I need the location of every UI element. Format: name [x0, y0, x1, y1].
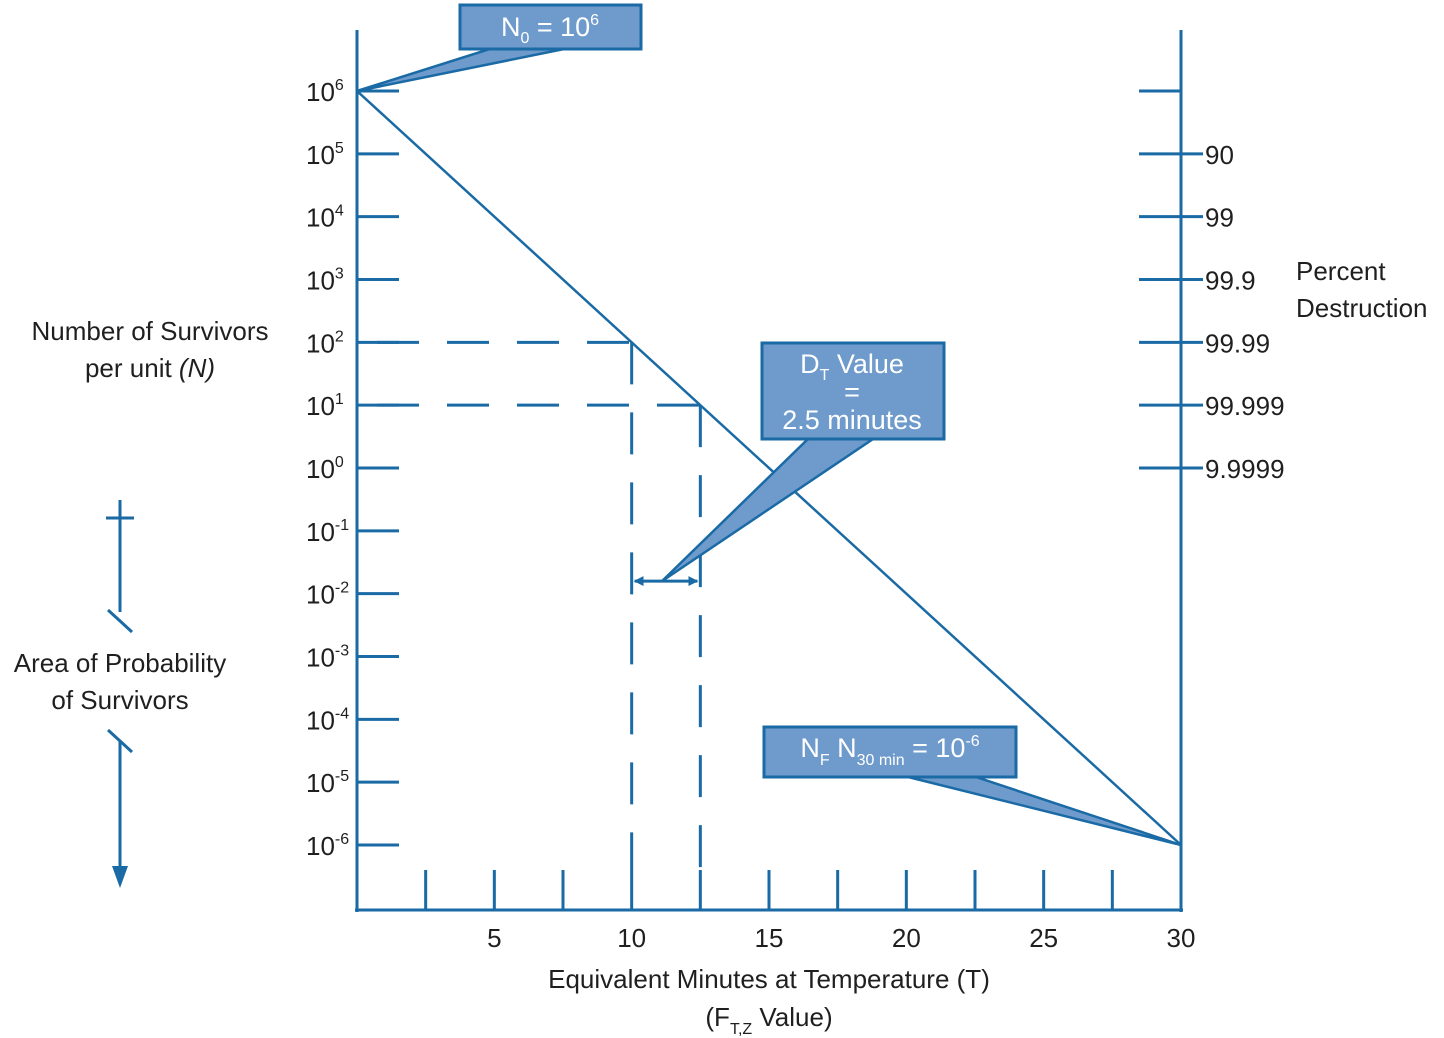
right-ticks: [1139, 89, 1203, 470]
callout-n0-pointer: [356, 45, 575, 93]
y-ticks: [357, 89, 399, 847]
y-tick-label: 106: [306, 77, 344, 107]
y-tick-base: 10: [306, 517, 335, 547]
y-tick-base: 10: [306, 77, 335, 107]
y-axis-label-line2: per unit: [85, 353, 179, 383]
y-tick-exponent: -1: [335, 517, 349, 534]
y-tick-exponent: 1: [335, 391, 344, 408]
area-arrow-head: [112, 866, 128, 888]
y-tick-exponent: -5: [335, 768, 349, 785]
callout-dt-line1: DT Value: [800, 349, 904, 384]
percent-destruction-label-line2: Destruction: [1296, 293, 1428, 323]
callout-n0-text: N0 = 106: [501, 12, 599, 47]
callout-dt-pointer: [661, 435, 881, 583]
y-tick-exponent: 6: [335, 77, 344, 94]
y-tick-label: 10-4: [306, 705, 349, 735]
y-tick-exponent: -2: [335, 580, 349, 597]
y-tick-exponent: -4: [335, 705, 349, 722]
y-tick-label: 10-6: [306, 831, 349, 861]
y-tick-base: 10: [306, 580, 335, 610]
y-tick-base: 10: [306, 140, 335, 170]
callout-n0: N0 = 106: [356, 3, 643, 93]
x-tick-label: 25: [1029, 923, 1058, 953]
y-tick-label: 10-1: [306, 517, 349, 547]
y-tick-labels: 10610510410310210110010-110-210-310-410-…: [306, 77, 349, 861]
axes: [355, 30, 1183, 912]
y-tick-base: 10: [306, 454, 335, 484]
right-tick-label: 9.9999: [1205, 454, 1285, 484]
y-tick-base: 10: [306, 266, 335, 296]
y-tick-base: 10: [306, 768, 335, 798]
right-tick-label: 99.999: [1205, 391, 1285, 421]
y-tick-label: 101: [306, 391, 344, 421]
y-axis-label-line1: Number of Survivors: [32, 316, 269, 346]
x-axis-label: Equivalent Minutes at Temperature (T): [548, 964, 990, 994]
area-label-line2: of Survivors: [51, 685, 188, 715]
y-axis-label-line2-group: per unit (N): [85, 353, 215, 383]
area-of-probability-arrow: [106, 500, 134, 888]
right-tick-label: 99: [1205, 203, 1234, 233]
y-axis-label-italic: (N): [179, 353, 215, 383]
right-tick-label: 99.99: [1205, 328, 1270, 358]
callout-dt-line3: 2.5 minutes: [782, 405, 922, 435]
y-tick-base: 10: [306, 705, 335, 735]
percent-destruction-label-line1: Percent: [1296, 256, 1386, 286]
y-tick-base: 10: [306, 203, 335, 233]
callout-nf-text: NF N30 min = 10-6: [800, 733, 979, 769]
y-tick-exponent: 2: [335, 328, 344, 345]
y-tick-base: 10: [306, 643, 335, 673]
y-tick-exponent: 5: [335, 140, 344, 157]
survivor-curve-line: [356, 90, 1182, 846]
y-tick-exponent: 4: [335, 203, 344, 220]
guide-lines: [357, 340, 702, 870]
x-tick-label: 20: [892, 923, 921, 953]
x-tick-label: 30: [1167, 923, 1196, 953]
right-tick-labels: 90 99 99.9 99.99 99.999 9.9999: [1205, 140, 1285, 484]
y-tick-label: 10-3: [306, 643, 349, 673]
right-tick-label: 90: [1205, 140, 1234, 170]
right-tick-label: 99.9: [1205, 266, 1256, 296]
callout-dt: DT Value = 2.5 minutes: [661, 341, 946, 583]
y-tick-base: 10: [306, 391, 335, 421]
callout-nf: NF N30 min = 10-6: [762, 725, 1182, 847]
y-tick-exponent: 0: [335, 454, 344, 471]
y-tick-label: 10-5: [306, 768, 349, 798]
x-ticks: [424, 870, 1183, 910]
y-tick-label: 102: [306, 328, 344, 358]
y-tick-label: 103: [306, 266, 344, 296]
x-axis-label-line2: (FT,Z Value): [705, 1002, 832, 1038]
y-tick-label: 105: [306, 140, 344, 170]
x-tick-label: 5: [487, 923, 501, 953]
y-tick-exponent: -6: [335, 831, 349, 848]
x-tick-labels: 5 10 15 20 25 30: [487, 923, 1195, 953]
y-tick-base: 10: [306, 831, 335, 861]
y-tick-base: 10: [306, 328, 335, 358]
x-tick-label: 10: [617, 923, 646, 953]
x-tick-label: 15: [755, 923, 784, 953]
area-label-line1: Area of Probability: [14, 648, 226, 678]
y-tick-label: 100: [306, 454, 344, 484]
y-tick-label: 10-2: [306, 580, 349, 610]
callout-nf-pointer: [899, 773, 1182, 847]
y-axis-label: Number of Survivors: [32, 316, 269, 346]
callout-dt-line2: =: [844, 377, 860, 407]
y-tick-exponent: 3: [335, 266, 344, 283]
y-tick-label: 104: [306, 203, 344, 233]
y-tick-exponent: -3: [335, 643, 349, 660]
series: [356, 90, 1182, 846]
